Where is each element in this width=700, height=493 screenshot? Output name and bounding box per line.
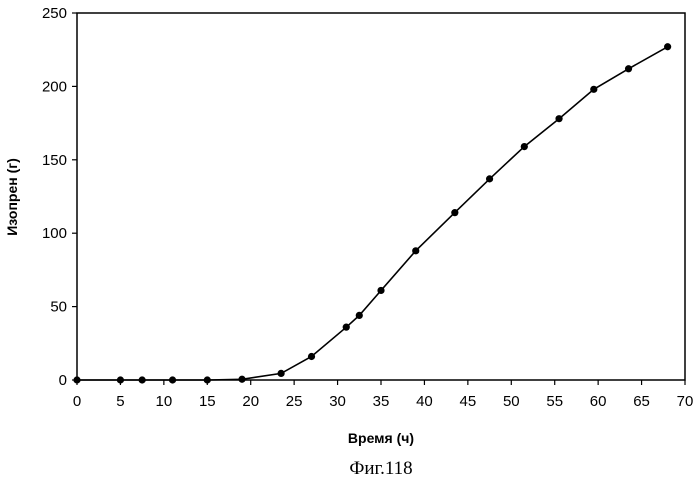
data-point <box>169 376 176 383</box>
x-tick-label: 35 <box>373 393 390 410</box>
data-point <box>356 312 363 319</box>
data-point <box>625 65 632 72</box>
x-axis-title: Время (ч) <box>348 430 414 446</box>
data-point <box>73 376 80 383</box>
data-point <box>451 209 458 216</box>
y-tick-label: 250 <box>42 5 67 22</box>
x-tick-label: 70 <box>677 393 694 410</box>
x-tick-label: 55 <box>546 393 563 410</box>
x-tick-label: 50 <box>503 393 520 410</box>
data-point <box>238 376 245 383</box>
data-point <box>664 43 671 50</box>
y-tick-label: 150 <box>42 152 67 169</box>
plot-area-border <box>77 13 685 380</box>
y-tick-label: 50 <box>50 299 67 316</box>
x-tick-label: 60 <box>590 393 607 410</box>
data-point <box>204 376 211 383</box>
y-tick-label: 100 <box>42 225 67 242</box>
x-tick-label: 40 <box>416 393 433 410</box>
data-point <box>486 175 493 182</box>
data-point <box>555 115 562 122</box>
x-tick-label: 5 <box>116 393 124 410</box>
y-tick-label: 0 <box>59 372 67 389</box>
data-point <box>139 376 146 383</box>
data-point <box>412 247 419 254</box>
x-tick-label: 10 <box>156 393 173 410</box>
series-line <box>77 47 668 380</box>
data-point <box>117 376 124 383</box>
y-axis-title: Изопрен (г) <box>4 158 20 236</box>
y-tick-label: 200 <box>42 78 67 95</box>
data-point <box>377 287 384 294</box>
x-tick-label: 25 <box>286 393 303 410</box>
x-tick-label: 15 <box>199 393 216 410</box>
x-tick-label: 65 <box>633 393 650 410</box>
x-tick-label: 0 <box>73 393 81 410</box>
figure-caption: Фиг.118 <box>349 458 412 479</box>
data-point <box>278 370 285 377</box>
x-tick-label: 30 <box>329 393 346 410</box>
data-point <box>343 324 350 331</box>
x-tick-label: 45 <box>460 393 477 410</box>
x-tick-label: 20 <box>242 393 259 410</box>
data-point <box>590 86 597 93</box>
data-point <box>308 353 315 360</box>
data-point <box>521 143 528 150</box>
